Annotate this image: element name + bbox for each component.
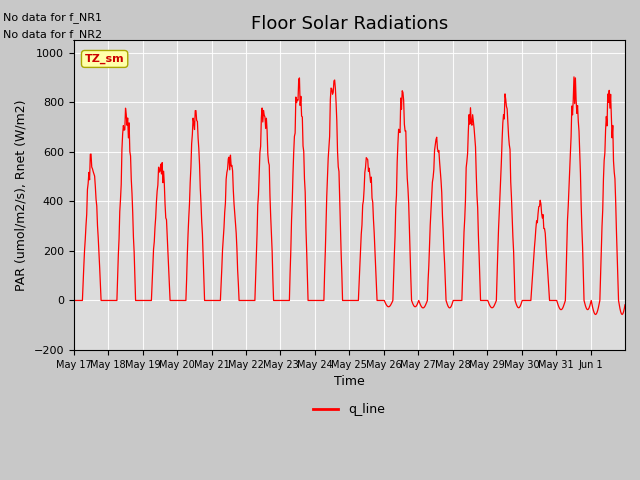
Text: No data for f_NR1: No data for f_NR1 — [3, 12, 102, 23]
Text: TZ_sm: TZ_sm — [85, 54, 124, 64]
X-axis label: Time: Time — [334, 375, 365, 388]
Text: No data for f_NR2: No data for f_NR2 — [3, 29, 102, 40]
Title: Floor Solar Radiations: Floor Solar Radiations — [251, 15, 448, 33]
Y-axis label: PAR (umol/m2/s), Rnet (W/m2): PAR (umol/m2/s), Rnet (W/m2) — [15, 99, 28, 291]
Legend: q_line: q_line — [308, 398, 390, 421]
